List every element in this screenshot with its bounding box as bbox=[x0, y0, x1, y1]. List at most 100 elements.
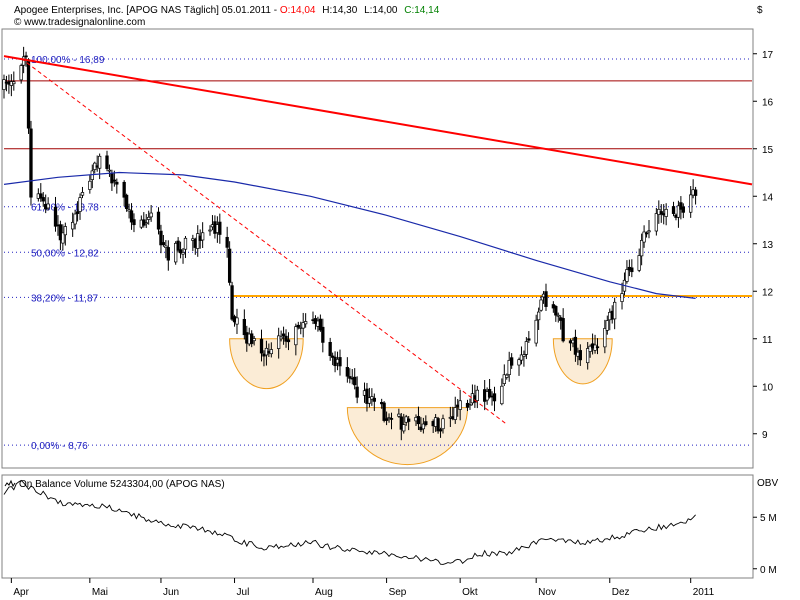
candle-body-171 bbox=[588, 345, 592, 352]
candle-body-192 bbox=[659, 211, 663, 215]
fib-label-2: 50,00% - 12,82 bbox=[31, 248, 99, 259]
candle-body-101 bbox=[348, 376, 352, 379]
candle-body-162 bbox=[556, 314, 560, 317]
candle-body-94 bbox=[321, 326, 325, 343]
candle-body-144 bbox=[492, 393, 497, 402]
candle-body-48 bbox=[164, 245, 168, 248]
candle-body-152 bbox=[522, 354, 526, 357]
candle-body-4 bbox=[12, 81, 16, 85]
candle-body-182 bbox=[625, 269, 629, 282]
website-credit: © www.tradesignalonline.com bbox=[14, 17, 145, 28]
candle-body-49 bbox=[166, 247, 170, 261]
candle-body-147 bbox=[505, 374, 509, 378]
candle-body-200 bbox=[689, 194, 693, 213]
candle-body-180 bbox=[620, 293, 624, 302]
candle-body-84 bbox=[286, 339, 291, 343]
candle-body-31 bbox=[107, 169, 112, 172]
candle-body-161 bbox=[554, 306, 558, 316]
candle-body-187 bbox=[642, 231, 646, 243]
candle-body-95 bbox=[328, 341, 332, 356]
candle-body-35 bbox=[122, 181, 126, 198]
fib-label-0: 100,00% - 16,89 bbox=[31, 55, 105, 66]
month-label-8: Dez bbox=[612, 587, 630, 598]
candle-body-132 bbox=[453, 407, 457, 420]
candle-body-195 bbox=[671, 206, 676, 214]
candle-body-25 bbox=[88, 180, 92, 190]
candle-body-33 bbox=[112, 179, 117, 182]
price-tick-label-16: 16 bbox=[762, 97, 774, 108]
candle-body-151 bbox=[519, 354, 524, 361]
candle-body-113 bbox=[387, 417, 391, 419]
indicator-panel-frame bbox=[1, 474, 754, 579]
candle-body-47 bbox=[161, 242, 166, 246]
chart-header: Apogee Enterprises, Inc. [APOG NAS Tägli… bbox=[14, 5, 440, 16]
candle-body-121 bbox=[416, 416, 421, 425]
candle-body-194 bbox=[664, 208, 668, 217]
candle-body-112 bbox=[384, 418, 389, 421]
candle-body-65 bbox=[225, 236, 229, 248]
candle-body-39 bbox=[132, 219, 136, 226]
candle-body-19 bbox=[63, 226, 67, 236]
month-label-4: Aug bbox=[315, 587, 333, 598]
candle-body-185 bbox=[637, 255, 641, 271]
candle-body-199 bbox=[681, 206, 685, 213]
candle-body-175 bbox=[603, 328, 607, 348]
candle-body-170 bbox=[586, 348, 590, 364]
candle-body-202 bbox=[693, 189, 698, 196]
candle-body-42 bbox=[144, 222, 148, 225]
candle-body-117 bbox=[402, 424, 406, 432]
candle-body-37 bbox=[127, 209, 131, 212]
candle-body-198 bbox=[679, 202, 683, 210]
month-label-6: Okt bbox=[462, 587, 478, 598]
price-tick-label-17: 17 bbox=[762, 50, 774, 61]
fib-label-1: 61,80% - 13,78 bbox=[31, 203, 99, 214]
candle-body-46 bbox=[159, 230, 163, 246]
candle-body-159 bbox=[544, 291, 548, 307]
candle-body-43 bbox=[147, 216, 151, 220]
candle-body-153 bbox=[524, 341, 529, 355]
candle-body-109 bbox=[372, 397, 376, 402]
open-value: O:14,04 bbox=[280, 5, 316, 16]
candle-body-79 bbox=[269, 349, 273, 355]
candle-body-164 bbox=[561, 318, 565, 342]
candle-body-142 bbox=[487, 388, 492, 398]
price-unit: $ bbox=[757, 5, 763, 16]
month-label-2: Jun bbox=[163, 587, 179, 598]
candle-body-64 bbox=[218, 221, 222, 235]
candle-body-154 bbox=[527, 338, 531, 341]
candle-body-52 bbox=[178, 249, 183, 254]
price-layer: 100,00% - 16,89 61,80% - 13,78 50,00% - 12… bbox=[2, 46, 753, 466]
candle-body-75 bbox=[259, 338, 264, 354]
candle-body-99 bbox=[338, 357, 342, 367]
candle-body-66 bbox=[227, 248, 232, 283]
candle-body-111 bbox=[382, 402, 386, 421]
candle-body-114 bbox=[389, 418, 394, 420]
candle-body-11 bbox=[39, 193, 43, 199]
candle-body-0 bbox=[2, 79, 6, 90]
close-value: C:14,14 bbox=[404, 5, 439, 16]
price-tick-label-11: 11 bbox=[762, 335, 773, 346]
candle-body-88 bbox=[301, 322, 305, 329]
candle-body-129 bbox=[441, 418, 445, 430]
month-label-0: Apr bbox=[13, 587, 29, 598]
candle-body-123 bbox=[421, 423, 426, 430]
candle-body-86 bbox=[296, 324, 300, 328]
candle-body-169 bbox=[578, 350, 582, 361]
indicator-axis-unit: OBV bbox=[757, 478, 778, 489]
candle-body-8 bbox=[26, 59, 31, 129]
candle-body-189 bbox=[647, 230, 651, 233]
candle-body-85 bbox=[294, 326, 298, 346]
candle-body-82 bbox=[281, 333, 286, 337]
month-label-5: Sep bbox=[389, 587, 407, 598]
candle-body-176 bbox=[605, 320, 609, 331]
candle-body-57 bbox=[196, 233, 200, 249]
price-tick-label-13: 13 bbox=[762, 240, 774, 251]
candle-body-30 bbox=[105, 155, 109, 169]
candle-body-22 bbox=[75, 211, 80, 214]
axis-layer: 9 10 11 12 13 14 15 16 17 5 M 0 M Apr Mai Jun Jul Aug Se… bbox=[10, 50, 777, 598]
candle-body-54 bbox=[183, 237, 188, 250]
candle-body-115 bbox=[397, 413, 401, 417]
candle-body-188 bbox=[644, 232, 649, 235]
candle-body-179 bbox=[613, 301, 617, 320]
